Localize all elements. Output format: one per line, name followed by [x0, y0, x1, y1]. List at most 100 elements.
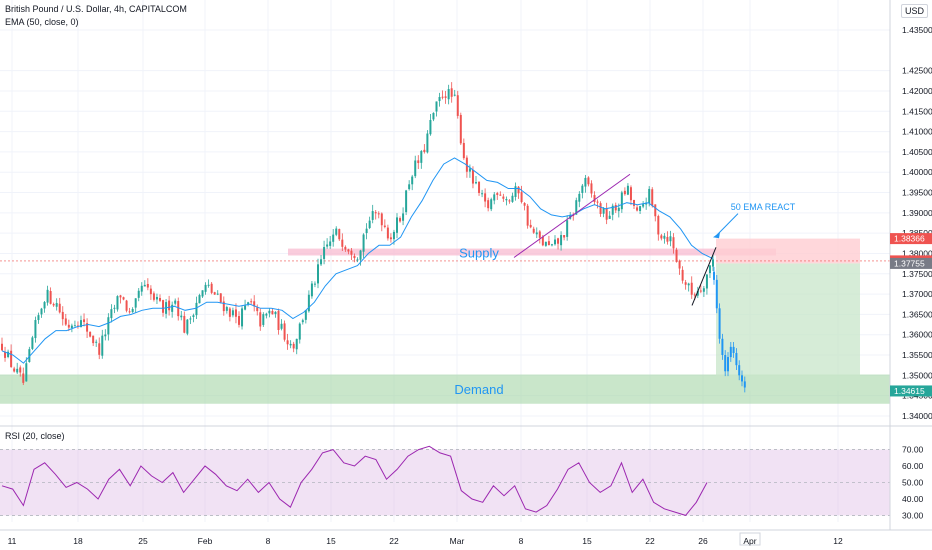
candle-body [52, 304, 55, 306]
candle-body [614, 205, 617, 211]
candle-body [362, 234, 365, 252]
candle-body [690, 282, 693, 295]
price-tick-label: 1.42500 [902, 66, 932, 76]
candle-body [92, 335, 95, 344]
candle-body [83, 319, 86, 323]
time-label: Feb [198, 536, 213, 546]
candle-body [475, 182, 477, 184]
candle-body [234, 309, 237, 317]
candle-body [493, 194, 496, 201]
candle-body [578, 193, 581, 202]
candle-body [326, 244, 329, 247]
candle-body [663, 235, 666, 239]
projection-body [721, 338, 724, 356]
time-label: 8 [266, 536, 271, 546]
candle-body [329, 241, 332, 246]
candle-body [186, 319, 189, 334]
candle-body [192, 315, 195, 318]
candle-body [140, 285, 143, 292]
candle-body [64, 318, 67, 325]
demand-label: Demand [454, 382, 503, 397]
rsi-line [1, 445, 708, 516]
projection-body [715, 279, 718, 309]
candle-body [152, 293, 155, 300]
candle-body [104, 334, 107, 337]
candle-body [323, 247, 326, 259]
supply-zone [288, 248, 776, 256]
candle-body [696, 290, 699, 296]
rsi-tick-label: 30.00 [902, 510, 924, 520]
candle-body [702, 288, 705, 292]
candle-body [353, 256, 356, 259]
candle-body [386, 227, 389, 239]
candle-body [332, 234, 335, 242]
price-tick-label: 1.36000 [902, 330, 932, 340]
currency-label[interactable]: USD [900, 4, 928, 18]
candle-body [19, 367, 22, 373]
candle-body [304, 310, 307, 320]
candle-body [244, 305, 247, 310]
candle-body [1, 343, 3, 351]
candle-body [277, 310, 280, 330]
candle-body [40, 308, 43, 315]
symbol-legend: British Pound / U.S. Dollar, 4h, CAPITAL… [5, 4, 187, 14]
price-tick-label: 1.43500 [902, 25, 932, 35]
stop-loss-zone [716, 238, 860, 264]
candle-body [414, 160, 417, 177]
time-label: Apr [743, 536, 756, 546]
candle-body [660, 235, 663, 239]
time-label: 18 [73, 536, 83, 546]
candle-body [58, 303, 61, 313]
time-label: 22 [645, 536, 655, 546]
candle-body [651, 189, 654, 206]
price-tick-label: 1.39000 [902, 208, 932, 218]
candle-body [225, 307, 228, 311]
time-label: 11 [8, 536, 17, 546]
candle-body [453, 94, 456, 96]
time-label: 12 [833, 536, 843, 546]
candle-body [672, 237, 675, 249]
candle-body [526, 205, 529, 226]
candle-body [550, 244, 553, 246]
candle-body [107, 317, 110, 335]
chart-overlay: Supply Demand 50 EMA REACT [1, 157, 796, 397]
rebound-trendline [691, 247, 717, 306]
projection-body [729, 346, 732, 358]
candle-body [708, 265, 711, 274]
candle-body [566, 220, 569, 237]
candle-body [10, 350, 13, 367]
candle-body [541, 236, 544, 246]
candle-body [590, 183, 593, 194]
candle-body [557, 238, 560, 244]
supply-label: Supply [459, 245, 499, 260]
candle-body [368, 220, 371, 229]
ema-legend: EMA (50, close, 0) [5, 17, 79, 27]
candle-body [529, 224, 532, 228]
candle-body [189, 318, 192, 320]
candle-body [183, 315, 186, 333]
candle-body [177, 301, 180, 317]
candle-body [399, 218, 402, 222]
price-tick-label: 1.40000 [902, 167, 932, 177]
candle-body [402, 213, 405, 221]
candle-body [268, 310, 271, 314]
candle-body [13, 368, 16, 372]
candle-body [241, 308, 244, 327]
candle-body [392, 231, 395, 240]
candle-body [371, 211, 374, 220]
candle-body [438, 97, 441, 102]
candle-body [262, 314, 265, 325]
candle-body [490, 199, 493, 210]
candle-body [587, 177, 590, 185]
candle-body [450, 88, 453, 97]
candle-body [380, 213, 383, 226]
price-tick-label: 1.42000 [902, 86, 932, 96]
price-tick-label: 1.34000 [902, 411, 932, 421]
candle-body [520, 192, 523, 203]
candle-body [89, 331, 92, 337]
projection-body [718, 308, 721, 339]
candle-body [383, 225, 386, 227]
candle-body [274, 311, 277, 315]
candle-body [514, 186, 517, 197]
